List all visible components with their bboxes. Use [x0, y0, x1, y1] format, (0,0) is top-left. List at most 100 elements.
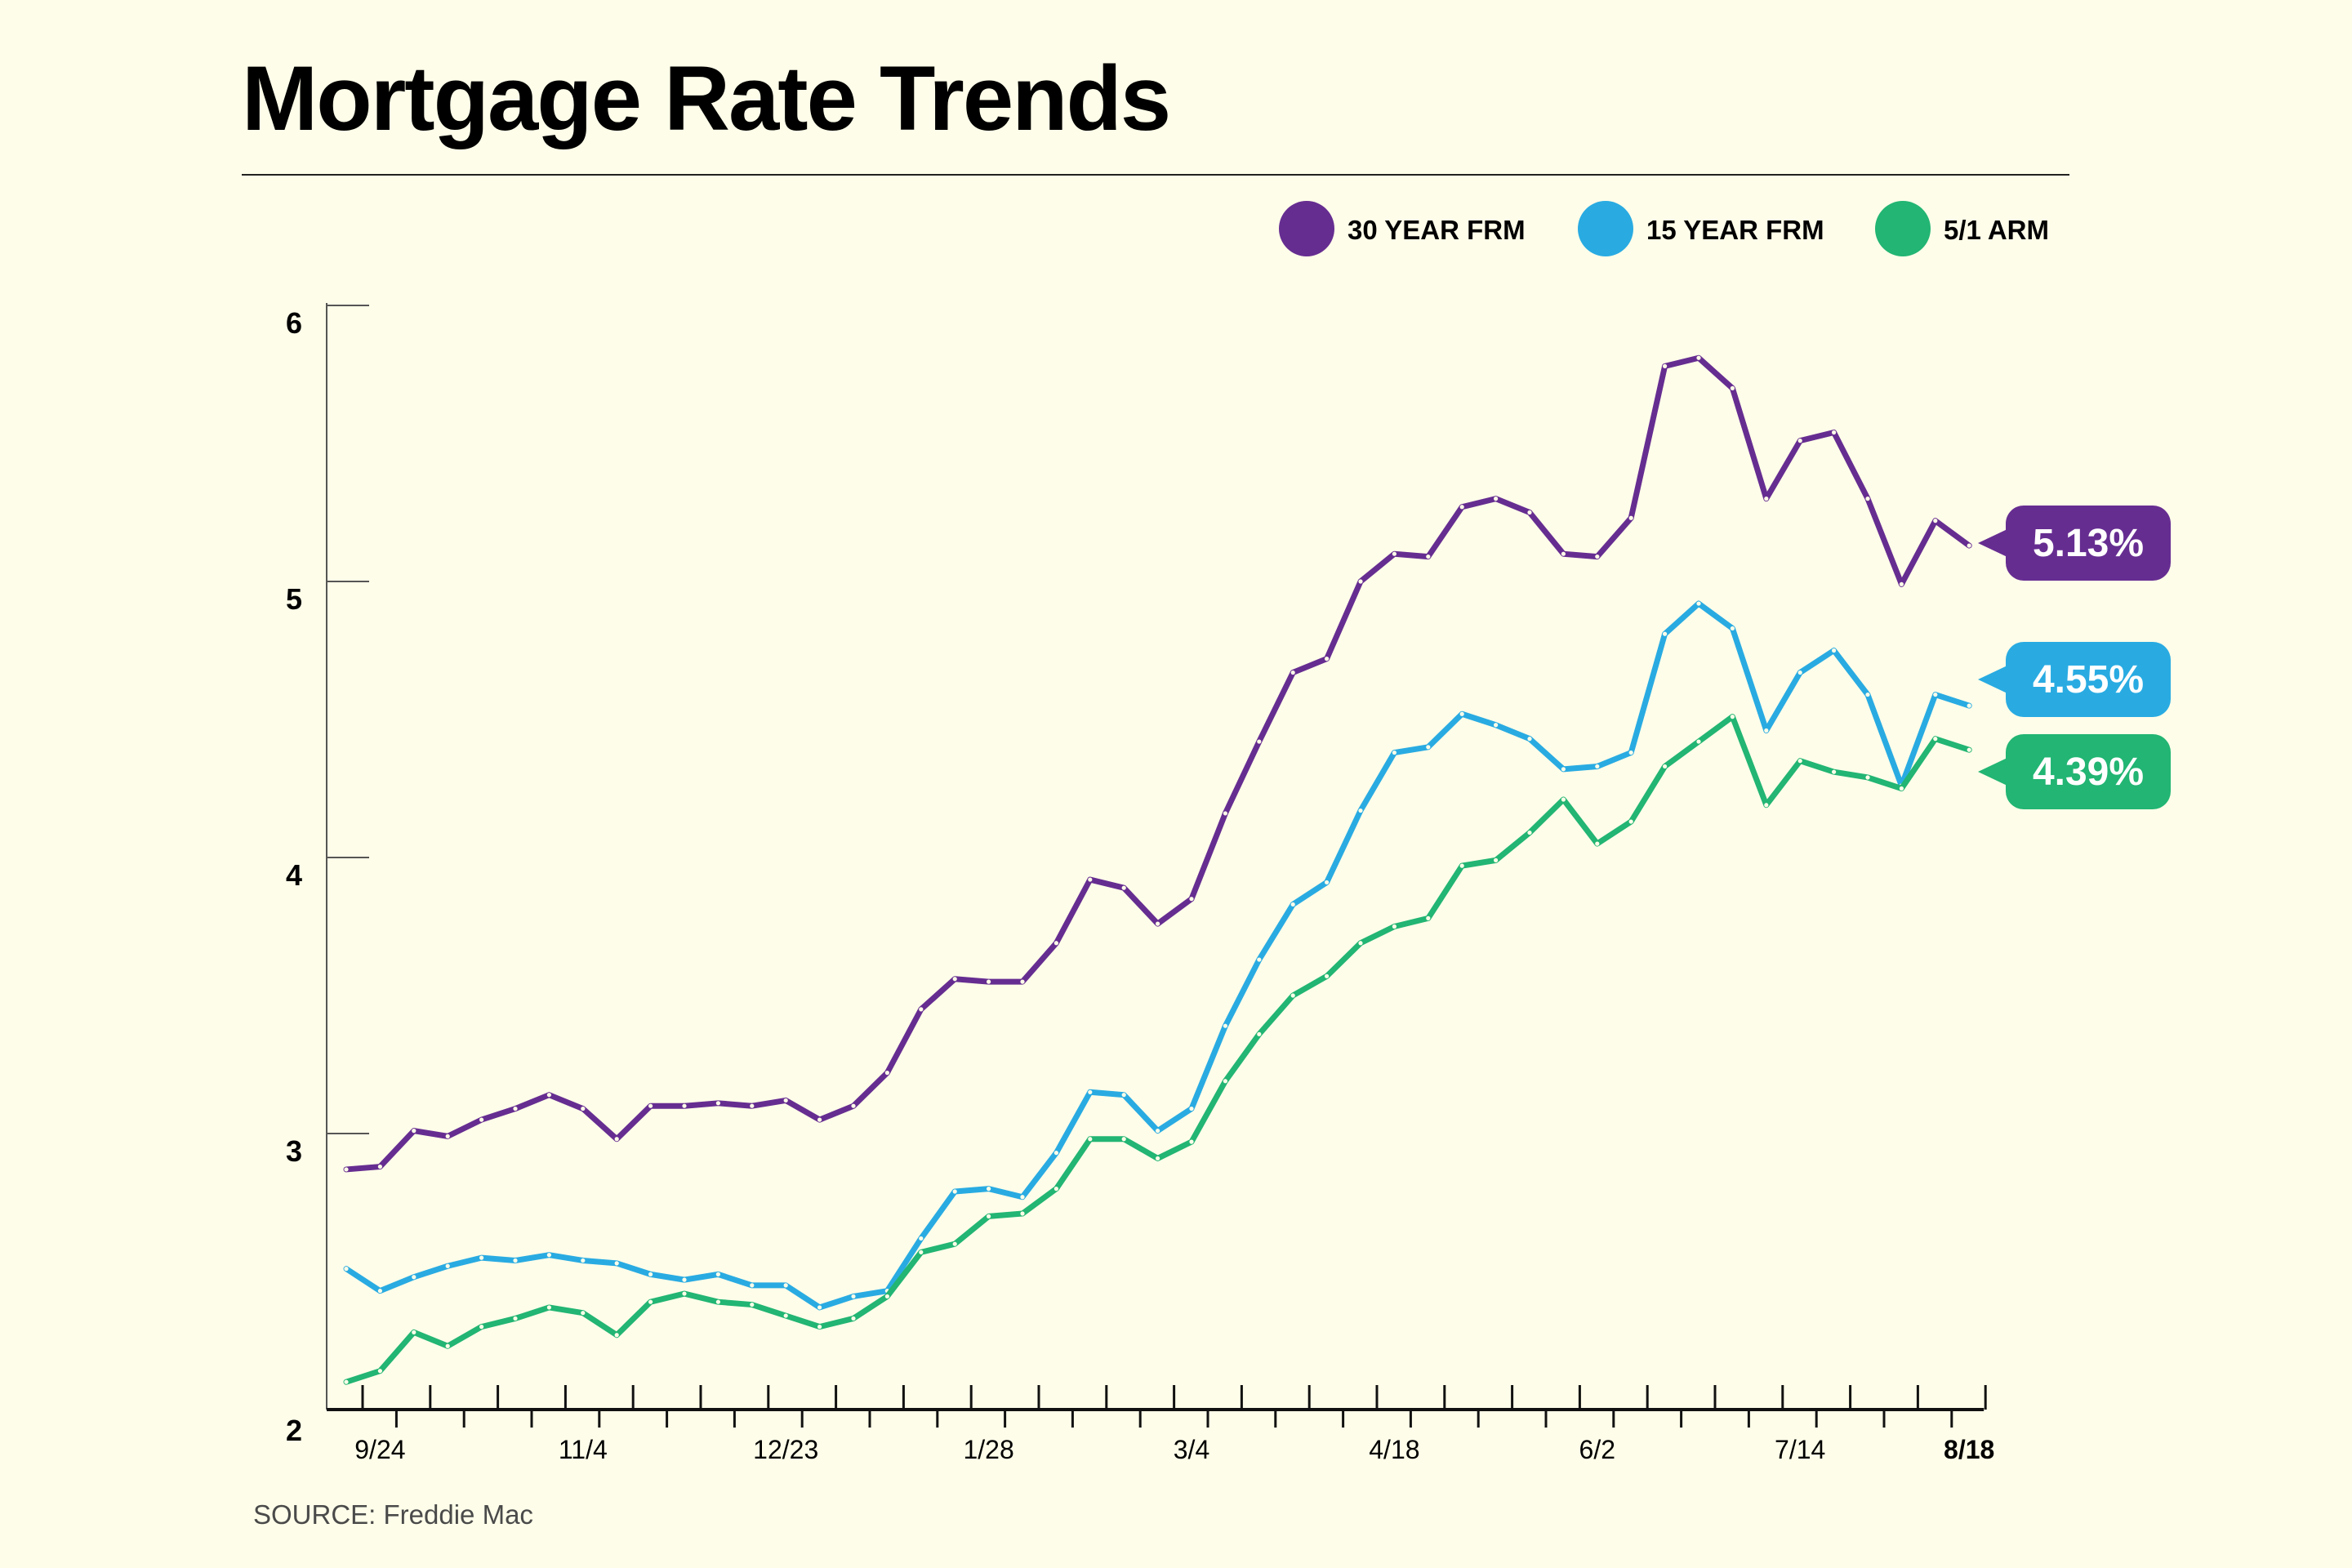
data-point	[1899, 581, 1904, 586]
data-point	[1730, 385, 1735, 390]
legend-label: 15 YEAR FRM	[1646, 215, 1824, 245]
data-point	[1967, 747, 1971, 752]
callout-pointer	[1978, 665, 2009, 694]
data-point	[1088, 877, 1093, 882]
data-point	[1054, 1187, 1058, 1192]
data-point	[1797, 439, 1802, 443]
data-point	[1696, 601, 1701, 606]
data-point	[1730, 715, 1735, 719]
data-point	[750, 1103, 755, 1108]
data-point	[715, 1299, 721, 1304]
callout-box	[2006, 506, 2171, 581]
data-point	[1832, 648, 1837, 653]
series-lines	[343, 354, 1972, 1385]
data-point	[479, 1255, 484, 1260]
data-point	[1121, 1093, 1126, 1098]
data-point	[817, 1117, 822, 1122]
callout-value: 4.55%	[2033, 658, 2144, 702]
x-tick-label: 7/14	[1775, 1435, 1825, 1464]
data-point	[546, 1305, 552, 1310]
y-tick-label: 2	[286, 1414, 302, 1447]
data-point	[682, 1103, 687, 1108]
data-point	[1459, 505, 1464, 510]
data-point	[919, 1236, 924, 1241]
data-point	[1020, 1211, 1025, 1216]
data-point	[1189, 1139, 1194, 1144]
callout-box	[2006, 734, 2171, 809]
data-point	[1797, 670, 1802, 675]
data-point	[1020, 1195, 1025, 1200]
series-line	[343, 600, 1972, 1311]
data-point	[412, 1275, 416, 1280]
data-point	[412, 1129, 416, 1134]
data-point	[1628, 819, 1633, 824]
data-point	[1459, 711, 1464, 716]
data-point	[715, 1272, 721, 1276]
data-point	[1189, 897, 1194, 902]
x-tick-label: 4/18	[1369, 1435, 1419, 1464]
data-point	[1527, 737, 1532, 742]
data-point	[412, 1330, 416, 1334]
data-point	[546, 1093, 552, 1098]
data-point	[682, 1277, 687, 1282]
series-line	[343, 354, 1972, 1173]
data-point	[377, 1164, 382, 1169]
data-point	[1426, 745, 1431, 750]
data-point	[1121, 885, 1126, 890]
data-point	[581, 1311, 586, 1316]
data-point	[1392, 551, 1396, 556]
data-point	[783, 1313, 788, 1318]
data-point	[1865, 692, 1870, 697]
data-point	[377, 1289, 382, 1294]
data-point	[445, 1134, 450, 1138]
data-point	[1595, 841, 1600, 846]
data-point	[1933, 692, 1938, 697]
data-point	[1967, 543, 1971, 548]
data-point	[1494, 723, 1499, 728]
data-point	[1223, 811, 1227, 816]
data-point	[1933, 737, 1938, 742]
data-point	[1899, 786, 1904, 791]
data-point	[1290, 902, 1295, 907]
axes: 2 3 4 5 6 9/24 11/4 12/23 1/28 3/4 4/18 6/2 7/14 8/18	[286, 303, 1994, 1464]
legend-label: 5/1 ARM	[1944, 215, 2049, 245]
data-point	[1764, 803, 1769, 808]
data-point	[987, 979, 991, 984]
data-point	[1290, 993, 1295, 998]
data-point	[1494, 497, 1499, 501]
data-point	[479, 1325, 484, 1330]
data-point	[851, 1103, 856, 1108]
data-point	[1290, 670, 1295, 675]
legend-swatch	[1578, 201, 1633, 256]
x-tick-label: 1/28	[963, 1435, 1013, 1464]
data-point	[1561, 797, 1566, 802]
data-point	[715, 1101, 721, 1106]
data-point	[1325, 880, 1330, 885]
data-point	[648, 1299, 653, 1304]
source-note: SOURCE: Freddie Mac	[253, 1499, 533, 1530]
data-point	[546, 1253, 552, 1258]
data-point	[1189, 1106, 1194, 1111]
data-point	[1325, 657, 1330, 662]
data-point	[1832, 769, 1837, 774]
data-point	[1696, 355, 1701, 360]
data-point	[1527, 510, 1532, 515]
data-point	[1663, 631, 1668, 636]
x-tick-label: 6/2	[1579, 1435, 1615, 1464]
data-point	[1156, 1129, 1160, 1134]
data-point	[581, 1106, 586, 1111]
callout-pointer	[1978, 757, 2009, 786]
data-point	[445, 1263, 450, 1268]
x-tick-label: 12/23	[753, 1435, 818, 1464]
data-point	[851, 1294, 856, 1299]
data-point	[1494, 858, 1499, 862]
data-point	[445, 1343, 450, 1348]
data-point	[1730, 626, 1735, 631]
data-point	[1459, 863, 1464, 868]
data-point	[783, 1098, 788, 1103]
y-tick-label: 6	[286, 306, 302, 340]
data-point	[1933, 519, 1938, 523]
data-point	[1663, 363, 1668, 368]
data-point	[1561, 767, 1566, 772]
